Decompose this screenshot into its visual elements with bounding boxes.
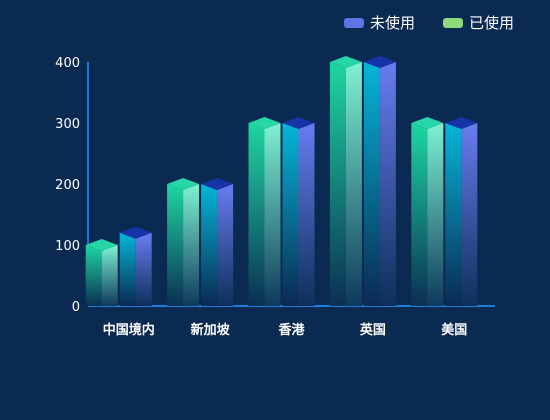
bar-unused [445,117,478,306]
y-tick-label: 300 [55,117,80,132]
bar-used [248,117,281,306]
bars [85,56,478,306]
bar-used [85,239,118,306]
bar-unused [363,56,396,306]
bar-face-right [264,123,281,306]
bar-face-left [329,62,346,306]
bar-top [248,117,281,129]
bar-face-right [427,123,444,306]
bar-top [282,117,315,129]
bar-top [411,117,444,129]
x-tick-label: 香港 [277,322,305,338]
bar-top [201,178,234,190]
x-tick-label: 新加坡 [191,322,231,338]
bar-face-right [345,62,362,306]
legend-swatch-used [442,17,463,28]
bar-face-left [119,232,136,306]
bar-unused [201,178,234,306]
x-tick-label: 中国境内 [103,322,155,338]
bar-face-right [183,184,200,306]
bar-top [85,239,118,251]
bar-face-left [282,123,299,306]
y-tick-label: 200 [55,178,80,193]
bar-unused [282,117,315,306]
bar-face-left [445,123,462,306]
bar-face-right [217,184,234,306]
bar-top [167,178,200,190]
bar-face-right [379,62,396,306]
bar-used [167,178,200,306]
y-tick-label: 100 [55,239,80,254]
y-tick-label: 400 [55,56,80,71]
bar-top [119,226,152,239]
bar-face-left [201,184,218,306]
bar-face-left [363,62,380,306]
bar-face-right [461,123,478,306]
bar-face-left [167,184,184,306]
legend: 未使用 已使用 [343,12,514,33]
legend-item-used[interactable]: 已使用 [442,12,514,33]
y-tick-label: 0 [72,300,80,315]
bar-face-left [248,123,265,306]
bar-top [445,117,478,129]
legend-label-unused: 未使用 [369,14,415,32]
bar-unused [119,226,152,306]
legend-item-unused[interactable]: 未使用 [343,12,415,33]
x-tick-label: 英国 [359,322,386,338]
bar-face-right [101,245,118,306]
legend-label-used: 已使用 [468,14,514,32]
bar-face-right [298,123,315,306]
bar-face-left [411,123,428,306]
bar-used [411,117,444,306]
x-tick-label: 美国 [441,322,467,338]
bar-used [329,56,362,306]
bar-face-right [135,232,152,306]
legend-swatch-unused [343,17,364,28]
bar-top [363,56,396,68]
bar-top [329,56,362,68]
bar-face-left [85,245,102,306]
